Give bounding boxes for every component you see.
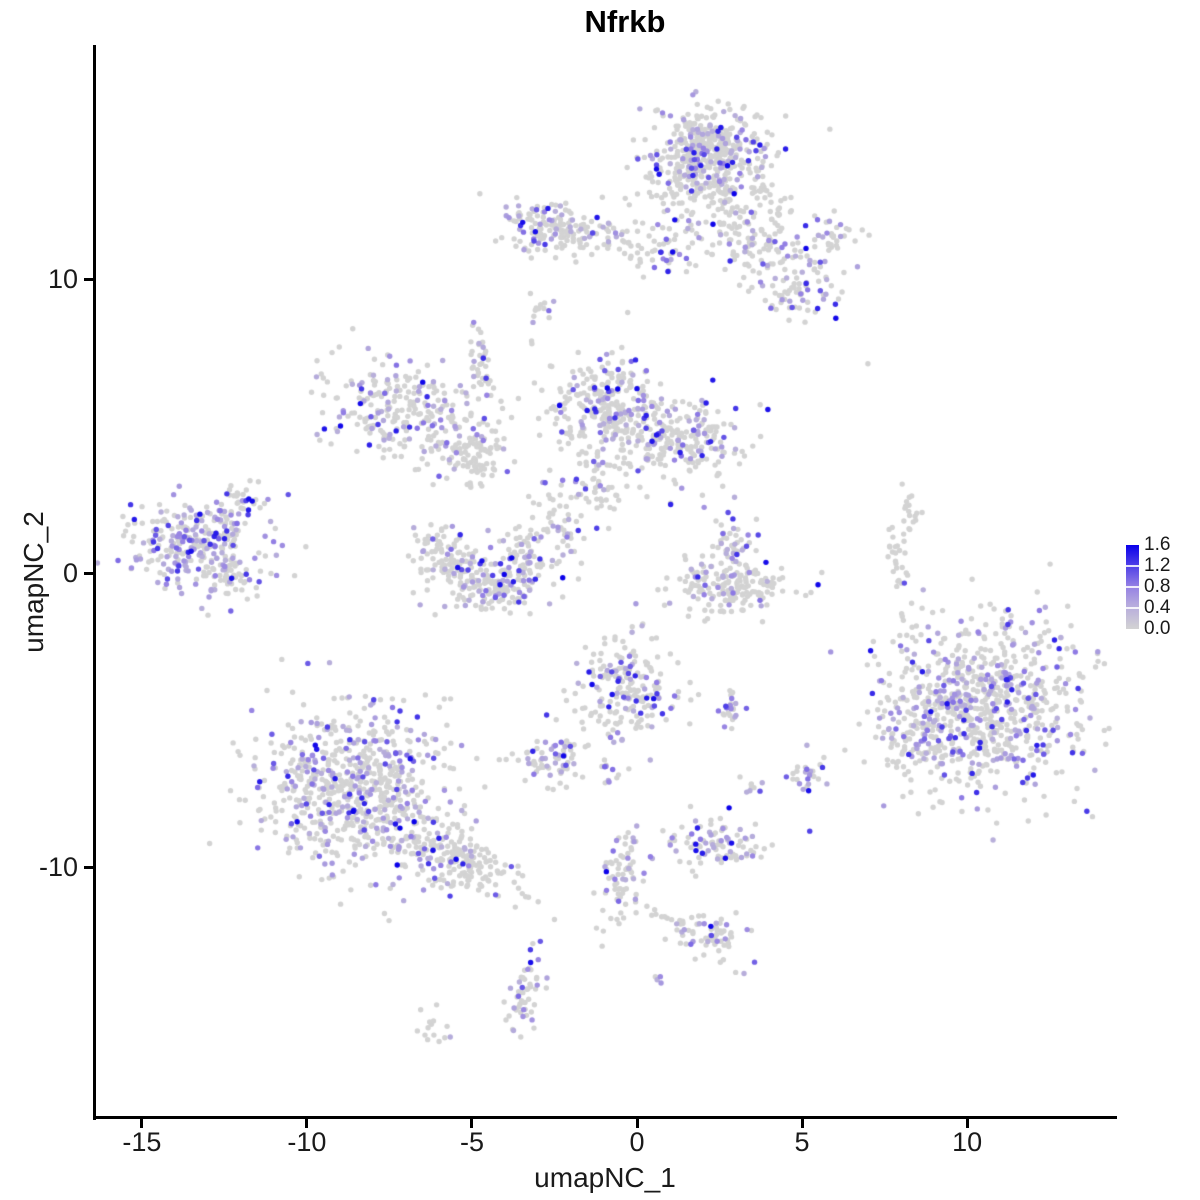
chart-title: Nfrkb [584, 4, 666, 39]
x-tick-label: -10 [287, 1127, 327, 1157]
x-tick-label: -15 [122, 1127, 162, 1157]
colorbar-tick-label: 1.2 [1144, 555, 1171, 576]
x-tick-label: 10 [952, 1127, 983, 1157]
colorbar-tick [1126, 586, 1139, 588]
colorbar-tick-label: 1.6 [1144, 534, 1171, 555]
colorbar-tick-label: 0.0 [1144, 618, 1171, 639]
y-tick-mark [84, 571, 93, 575]
y-tick-label: 0 [62, 558, 78, 589]
colorbar-tick-label: 0.8 [1144, 576, 1171, 597]
y-tick-mark [84, 277, 93, 281]
x-tick-mark [965, 1119, 969, 1128]
y-tick-mark [84, 865, 93, 869]
x-tick-mark [635, 1119, 639, 1128]
x-tick-label: 5 [794, 1127, 810, 1157]
x-tick-mark [800, 1119, 804, 1128]
colorbar-tick [1126, 565, 1139, 567]
y-axis-line [93, 45, 96, 1120]
x-tick-label: 0 [629, 1127, 645, 1157]
colorbar-tick-label: 0.4 [1144, 597, 1171, 618]
x-axis-line [93, 1116, 1117, 1119]
x-tick-mark [305, 1119, 309, 1128]
x-tick-mark [470, 1119, 474, 1128]
y-tick-label: 10 [47, 264, 78, 295]
x-axis-title: umapNC_1 [534, 1162, 676, 1193]
x-tick-label: -5 [459, 1127, 484, 1157]
colorbar-tick [1126, 607, 1139, 609]
x-tick-mark [140, 1119, 144, 1128]
y-axis-title: umapNC_2 [18, 511, 49, 653]
y-tick-label: -10 [38, 852, 78, 883]
